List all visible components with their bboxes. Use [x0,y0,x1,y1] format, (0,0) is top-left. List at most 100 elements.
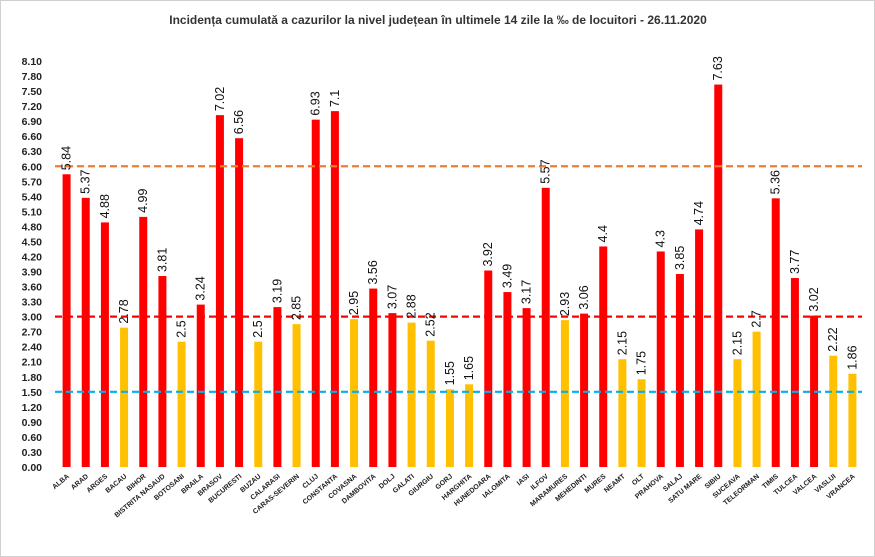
bar [215,115,224,467]
data-label: 6.56 [232,110,246,134]
bar [369,288,378,467]
bar [560,320,569,467]
data-label: 2.78 [117,299,131,323]
data-label: 4.4 [596,225,610,242]
bar [388,313,397,467]
y-tick-label: 0.90 [22,417,43,429]
y-tick-label: 0.30 [22,447,43,459]
data-label: 1.55 [443,361,457,385]
data-label: 4.74 [692,201,706,225]
data-label: 3.81 [155,248,169,272]
y-tick-label: 7.80 [22,71,43,83]
bar [445,389,454,467]
data-label: 6.93 [309,91,323,115]
bar [695,229,704,467]
data-label: 2.5 [175,320,189,337]
bars [62,84,857,468]
bar [848,373,857,467]
y-tick-label: 5.70 [22,176,43,188]
data-labels: 5.84 5.37 4.88 2.78 4.99 3.81 2.5 3.24 7.02 6.56 2… [60,56,860,385]
bar [580,313,589,467]
bar [541,187,550,467]
bar [426,340,435,467]
bar [330,111,339,467]
reference-lines [55,165,862,393]
y-tick-label: 0.00 [22,462,43,474]
data-label: 2.15 [730,331,744,355]
bar [407,322,416,467]
data-label: 3.19 [270,279,284,303]
bar [829,355,838,467]
data-label: 2.15 [615,331,629,355]
data-label: 2.85 [290,296,304,320]
data-label: 2.5 [251,320,265,337]
data-label: 7.1 [328,90,342,107]
y-tick-label: 3.00 [22,312,43,324]
bar [254,341,263,467]
data-label: 2.95 [347,291,361,315]
data-label: 4.3 [654,230,668,247]
data-label: 3.06 [577,285,591,309]
bar [62,174,71,468]
data-label: 3.92 [481,242,495,266]
data-label: 5.57 [539,159,553,183]
y-tick-label: 0.60 [22,432,43,444]
y-tick-label: 1.80 [22,372,43,384]
bar [100,222,109,467]
bar [637,379,646,467]
data-label: 3.24 [194,276,208,300]
y-tick-label: 5.10 [22,206,43,218]
x-tick-label: BACAU [105,473,129,495]
y-tick-label: 2.70 [22,327,43,339]
data-label: 2.93 [558,292,572,316]
data-label: 4.99 [136,189,150,213]
y-tick-label: 4.20 [22,251,43,263]
data-label: 7.02 [213,87,227,111]
y-tick-label: 2.10 [22,357,43,369]
data-label: 3.02 [807,287,821,311]
data-label: 3.17 [520,280,534,304]
data-label: 2.52 [424,312,438,336]
data-label: 3.77 [788,250,802,274]
bar [196,304,205,467]
bar [81,197,90,467]
x-tick-label: ALBA [51,473,70,491]
x-tick-label: TELEORMAN [722,473,760,507]
bar [311,119,320,468]
data-label: 3.56 [366,260,380,284]
data-label: 3.49 [500,264,514,288]
x-tick-label: IASI [516,473,531,487]
bar [599,246,608,467]
bar [273,307,282,467]
x-tick-label: NEAMT [603,473,627,495]
y-tick-label: 3.60 [22,282,43,294]
bar [733,359,742,467]
bar [484,270,493,467]
x-tick-label: DAMBOVITA [341,473,378,505]
y-tick-label: 7.50 [22,86,43,98]
y-tick-label: 1.20 [22,402,43,414]
data-label: 5.36 [769,170,783,194]
data-label: 1.65 [462,356,476,380]
bar [771,198,780,468]
y-tick-label: 6.30 [22,146,43,158]
y-tick-label: 5.40 [22,191,43,203]
data-label: 1.75 [635,351,649,375]
y-tick-label: 6.90 [22,116,43,128]
bar [235,138,244,467]
y-tick-label: 3.90 [22,267,43,279]
x-tick-label: OLT [631,473,646,487]
bar [675,274,684,467]
bar [292,324,301,467]
y-tick-label: 6.60 [22,131,43,143]
y-tick-label: 7.20 [22,101,43,113]
bar [120,327,129,467]
data-label: 3.85 [673,246,687,270]
data-label: 2.7 [750,310,764,327]
data-label: 3.07 [385,285,399,309]
data-label: 2.22 [826,327,840,351]
bar [752,331,761,467]
bar [714,84,723,468]
bar [522,308,531,467]
